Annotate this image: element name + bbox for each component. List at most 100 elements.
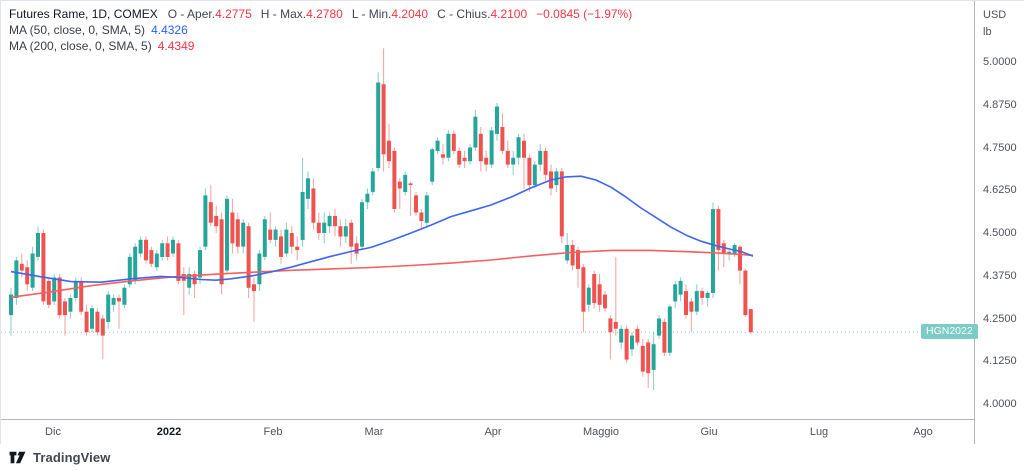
candle-body <box>624 328 629 360</box>
candle-body <box>408 183 413 186</box>
candle-body <box>333 215 337 227</box>
candle-body <box>532 164 537 186</box>
month-label: Feb <box>263 426 283 438</box>
candle-body <box>252 284 256 292</box>
candle-body <box>138 239 143 254</box>
candle-body <box>381 84 386 155</box>
candle-body <box>187 274 192 288</box>
month-label: Giu <box>700 426 718 438</box>
candle-body <box>214 215 219 227</box>
price-tick-label: 4.2500 <box>983 313 1017 325</box>
price-tick-label: 4.3750 <box>983 270 1017 282</box>
candle-body <box>79 280 84 312</box>
candle-body <box>257 253 262 285</box>
candle-body <box>90 308 94 329</box>
candle-body <box>403 174 408 192</box>
candle-body <box>414 195 418 213</box>
candlestick-chart[interactable] <box>1 1 1024 445</box>
candle-body <box>527 157 532 186</box>
tradingview-logo-icon <box>9 451 26 464</box>
candle-body <box>230 212 235 244</box>
candle-body <box>700 291 705 298</box>
candle-body <box>603 294 607 309</box>
candle-body <box>608 318 613 333</box>
candle-body <box>154 253 159 268</box>
candle-body <box>705 292 710 298</box>
candle-body <box>68 298 73 312</box>
candle-body <box>52 277 57 302</box>
candle-body <box>613 321 618 329</box>
candle-body <box>522 140 526 158</box>
unit-label: lb <box>983 26 992 38</box>
candle-body <box>208 202 213 223</box>
candle-body <box>732 245 737 254</box>
candle-body <box>57 277 62 316</box>
candle-body <box>694 291 699 312</box>
candle-body <box>684 291 688 315</box>
candle-body <box>225 198 229 271</box>
candle-body <box>122 287 127 305</box>
candle-body <box>451 133 456 151</box>
candle-body <box>106 294 111 322</box>
candle-body <box>419 212 424 221</box>
candle-body <box>576 250 580 269</box>
tradingview-wordmark: TradingView <box>33 450 111 465</box>
candle-body <box>95 311 100 333</box>
candle-body <box>165 243 170 257</box>
candle-body <box>581 267 586 312</box>
candle-body <box>306 178 310 199</box>
month-label: Lug <box>809 426 829 438</box>
candle-body <box>111 298 116 305</box>
candle-body <box>640 345 645 372</box>
candle-body <box>279 236 283 257</box>
candle-body <box>176 243 181 281</box>
candle-body <box>516 137 521 158</box>
candle-body <box>473 116 478 148</box>
candle-body <box>662 321 667 353</box>
month-label: Apr <box>484 426 502 438</box>
price-tick-label: 4.0000 <box>983 398 1017 410</box>
month-label: Dic <box>45 426 61 438</box>
candle-body <box>651 344 656 370</box>
candle-body <box>370 171 375 192</box>
tradingview-attribution[interactable]: TradingView <box>8 450 110 465</box>
candle-body <box>322 222 327 233</box>
candle-body <box>716 209 721 251</box>
candle-body <box>430 149 435 182</box>
candle-body <box>84 311 89 333</box>
month-label: Ago <box>913 426 933 438</box>
price-tick-label: 4.1250 <box>983 355 1017 367</box>
candle-body <box>284 229 289 254</box>
contract-price-label: HGN2022 <box>921 324 978 339</box>
ma200-line <box>10 249 754 299</box>
candle-body <box>117 298 121 302</box>
candle-body <box>171 239 175 254</box>
candle-body <box>338 226 343 237</box>
candle-body <box>149 250 154 264</box>
candle-body <box>646 342 651 374</box>
candle-body <box>295 246 300 251</box>
symbol-title[interactable]: Futures Rame, 1D, COMEX <box>9 7 158 21</box>
candle-body <box>349 222 354 247</box>
candle-body <box>360 202 364 247</box>
candle-body <box>9 294 13 316</box>
price-tick-label: 4.8750 <box>983 99 1017 111</box>
price-axis[interactable]: USD lb 5.0000 4.8750 4.7500 4.6250 4.5000 4.3… <box>974 1 1024 444</box>
candle-body <box>100 318 105 336</box>
candle-body <box>489 130 494 165</box>
time-axis[interactable]: Dic 2022 Feb Mar Apr Maggio Giu Lug Ago <box>1 419 1024 445</box>
candle-body <box>478 133 483 162</box>
candle-body <box>673 284 678 302</box>
month-label: Mar <box>364 426 384 438</box>
candle-body <box>36 233 40 257</box>
currency-label: USD <box>983 9 1007 21</box>
candle-body <box>241 222 246 247</box>
price-tick-label: 4.6250 <box>983 184 1017 196</box>
candle-body <box>462 157 467 162</box>
candle-body <box>30 253 35 288</box>
candle-body <box>635 328 640 343</box>
candle-body <box>727 251 732 254</box>
candle-body <box>559 171 564 237</box>
candle-body <box>543 150 548 175</box>
